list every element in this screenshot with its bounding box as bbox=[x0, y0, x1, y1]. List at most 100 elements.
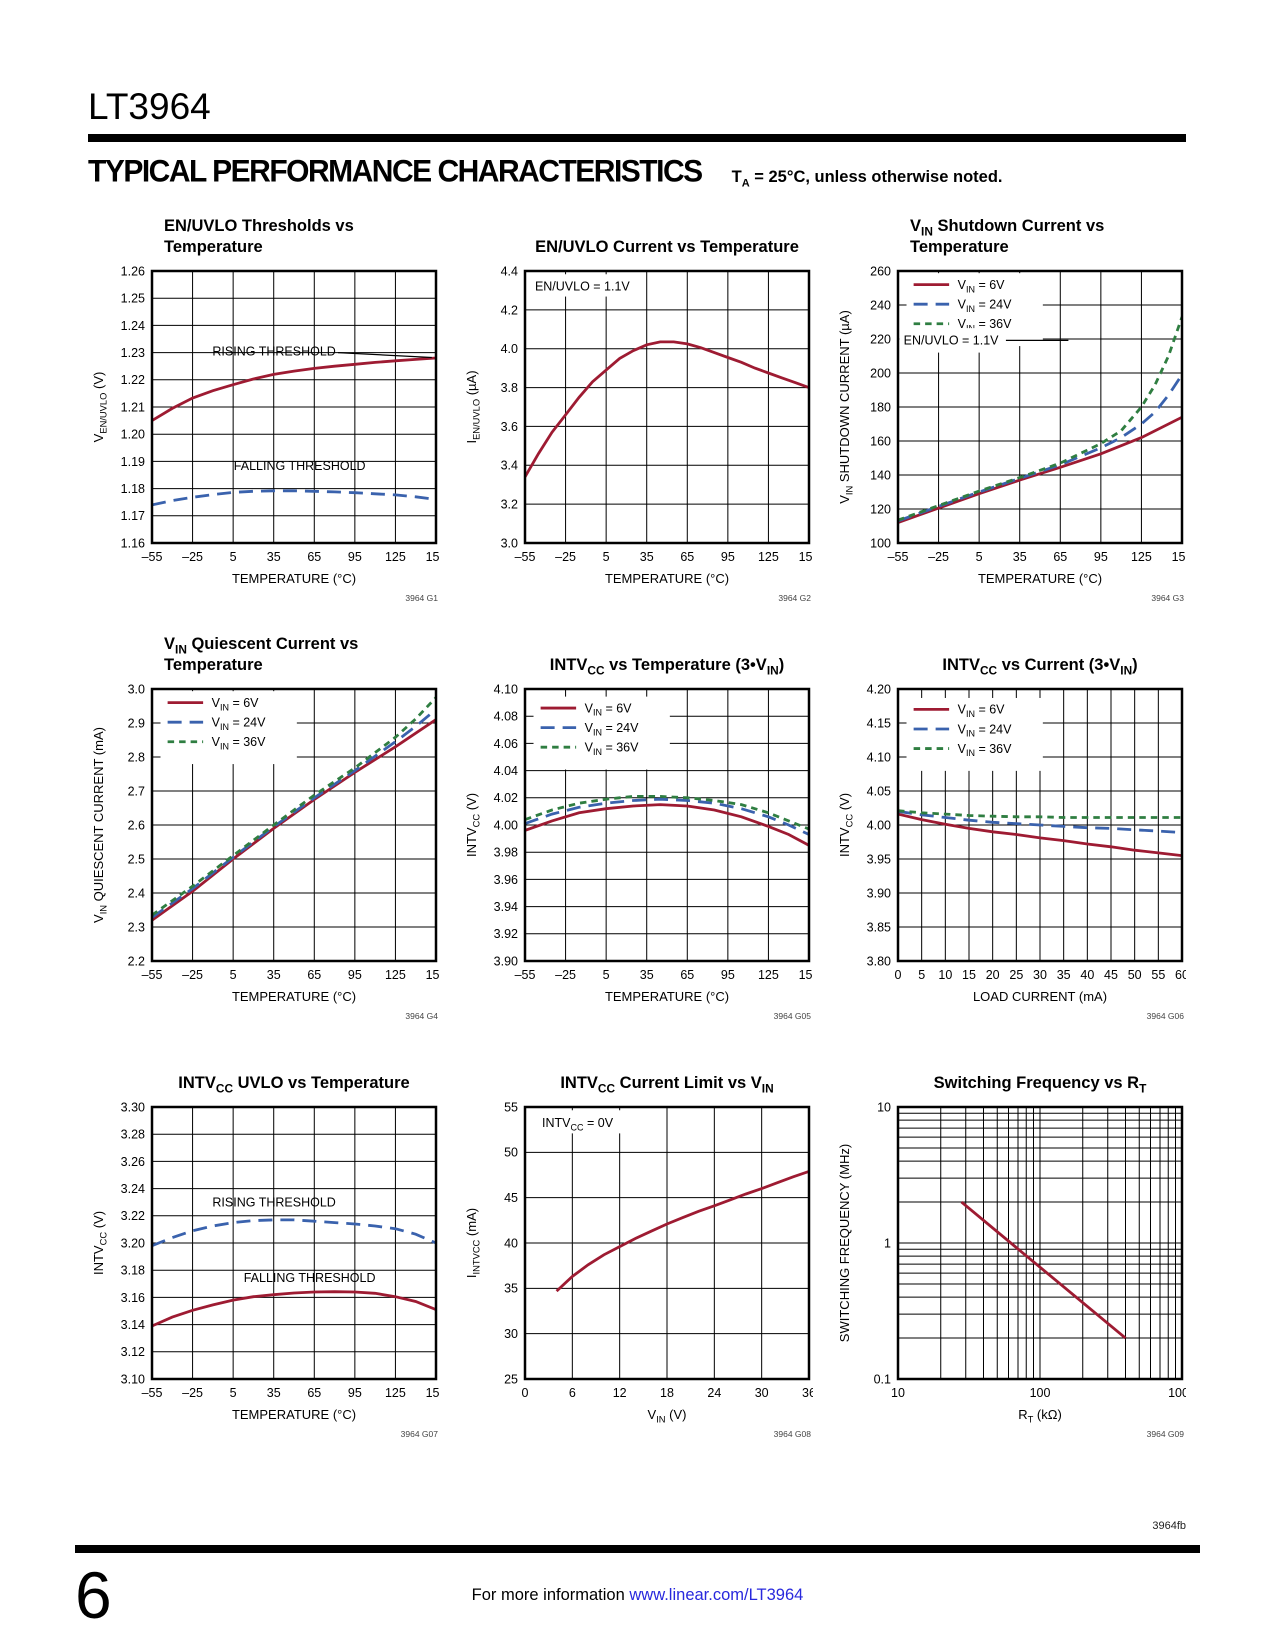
x-tick-label: 155 bbox=[426, 550, 440, 564]
chart-title: EN/UVLO Current vs Temperature bbox=[535, 238, 799, 256]
x-tick-label: 65 bbox=[680, 968, 694, 982]
chart-g07: –55 –25 5 35 65 95 125 155 3.30 3.28 3.26 3.24 3.22 3… bbox=[88, 1051, 446, 1443]
y-tick-label: 3.24 bbox=[121, 1182, 145, 1196]
y-tick-label: 4.08 bbox=[494, 710, 518, 724]
y-tick-label: 3.80 bbox=[867, 955, 891, 969]
y-tick-label: 4.10 bbox=[494, 683, 518, 697]
x-tick-label: 0 bbox=[895, 968, 902, 982]
y-tick-label: 3.2 bbox=[501, 498, 518, 512]
x-tick-label: –25 bbox=[182, 550, 203, 564]
annotation-en-uvlo-1-1v: EN/UVLO = 1.1V bbox=[904, 334, 999, 348]
x-tick-label: 125 bbox=[758, 550, 779, 564]
y-tick-label: 2.4 bbox=[128, 887, 145, 901]
x-tick-label: –25 bbox=[182, 1386, 203, 1400]
series-vin-36v bbox=[525, 795, 809, 831]
x-tick-label: 155 bbox=[426, 968, 440, 982]
x-axis-label: LOAD CURRENT (mA) bbox=[973, 989, 1107, 1004]
y-tick-label: 2.5 bbox=[128, 853, 145, 867]
y-tick-label: 3.14 bbox=[121, 1318, 145, 1332]
y-tick-label: 55 bbox=[504, 1101, 518, 1115]
y-tick-label: 1.18 bbox=[121, 482, 145, 496]
x-tick-label: 95 bbox=[348, 550, 362, 564]
series-vin-6v bbox=[898, 416, 1182, 525]
y-tick-label: 100 bbox=[870, 537, 891, 551]
x-tick-label: 125 bbox=[385, 968, 406, 982]
y-axis-label: INTVCC (V) bbox=[91, 1211, 109, 1275]
y-tick-label: 35 bbox=[504, 1282, 518, 1296]
y-tick-label: 2.9 bbox=[128, 717, 145, 731]
x-tick-label: 60 bbox=[1175, 968, 1186, 982]
chart-title: Temperature bbox=[164, 656, 263, 674]
plot-frame bbox=[150, 1106, 438, 1381]
x-tick-label: 50 bbox=[1128, 968, 1142, 982]
x-tick-label: 5 bbox=[230, 968, 237, 982]
series-rising-threshold bbox=[152, 356, 436, 423]
y-tick-label: 2.6 bbox=[128, 819, 145, 833]
y-tick-label: 4.10 bbox=[867, 751, 891, 765]
series-switching-frequency bbox=[960, 1201, 1127, 1340]
y-tick-label: 1.24 bbox=[121, 319, 145, 333]
y-tick-label: 3.4 bbox=[501, 459, 518, 473]
y-tick-label: 4.06 bbox=[494, 737, 518, 751]
y-tick-label: 45 bbox=[504, 1191, 518, 1205]
annotation-background bbox=[899, 328, 998, 353]
chart-title: Temperature bbox=[910, 238, 1009, 256]
legend-label: VIN = 36V bbox=[958, 742, 1012, 758]
y-tick-label: 3.85 bbox=[867, 921, 891, 935]
y-tick-label: 3.98 bbox=[494, 846, 518, 860]
y-tick-label: 3.20 bbox=[121, 1237, 145, 1251]
x-tick-label: 5 bbox=[230, 550, 237, 564]
legend-label: VIN = 24V bbox=[212, 716, 266, 732]
legend-label: VIN = 24V bbox=[958, 723, 1012, 739]
series-vin-24v bbox=[525, 798, 809, 837]
y-tick-label: 2.2 bbox=[128, 955, 145, 969]
x-tick-label: 155 bbox=[1172, 550, 1186, 564]
chart-canvas-g2: –55 –25 5 35 65 95 125 155 4.4 4.2 4.0 3.8 3.6 3.4 3.2… bbox=[464, 238, 819, 603]
x-tick-label: 20 bbox=[986, 968, 1000, 982]
x-tick-label: 155 bbox=[799, 968, 813, 982]
x-tick-label: 30 bbox=[755, 1386, 769, 1400]
x-tick-label: 0 bbox=[522, 1386, 529, 1400]
plot-frame bbox=[523, 688, 811, 963]
series-falling-threshold bbox=[152, 489, 436, 507]
x-tick-label: –55 bbox=[142, 968, 163, 982]
x-axis-label: TEMPERATURE (°C) bbox=[232, 1407, 356, 1422]
x-tick-label: 5 bbox=[603, 968, 610, 982]
plot-frame bbox=[896, 270, 1184, 545]
x-tick-label: 65 bbox=[307, 1386, 321, 1400]
y-tick-label: 4.4 bbox=[501, 265, 518, 279]
x-tick-label: 155 bbox=[799, 550, 813, 564]
plot-frame bbox=[523, 1106, 811, 1381]
y-tick-label: 50 bbox=[504, 1146, 518, 1160]
series-vin-36v bbox=[898, 316, 1182, 522]
x-tick-label: 155 bbox=[426, 1386, 440, 1400]
x-tick-label: –55 bbox=[888, 550, 909, 564]
x-axis-label: TEMPERATURE (°C) bbox=[605, 571, 729, 586]
chart-title: VIN Shutdown Current vs bbox=[910, 217, 1104, 238]
series-vin-24v bbox=[152, 708, 436, 919]
footer-rule bbox=[75, 1545, 1200, 1553]
y-tick-label: 3.28 bbox=[121, 1128, 145, 1142]
chart-g1: –55 –25 5 35 65 95 125 155 1.26 1.25 1.24 1.23 1.22 1… bbox=[88, 215, 446, 607]
plot-frame bbox=[150, 688, 438, 963]
legend-label: VIN = 6V bbox=[958, 278, 1006, 294]
chart-canvas-g1: –55 –25 5 35 65 95 125 155 1.26 1.25 1.24 1.23 1.22 1… bbox=[91, 217, 446, 603]
y-tick-label: 1.19 bbox=[121, 455, 145, 469]
chart-canvas-g07: –55 –25 5 35 65 95 125 155 3.30 3.28 3.26 3.24 3.22 3… bbox=[91, 1074, 446, 1439]
chart-code: 3964 G4 bbox=[405, 1011, 438, 1021]
x-tick-label: 95 bbox=[1094, 550, 1108, 564]
section-row: TYPICAL PERFORMANCE CHARACTERISTICS TA =… bbox=[88, 154, 1187, 189]
footer-link[interactable]: www.linear.com/LT3964 bbox=[629, 1586, 804, 1604]
chart-code: 3964 G05 bbox=[774, 1011, 812, 1021]
chart-g4: –55 –25 5 35 65 95 125 155 3.0 2.9 2.8 2.7 2.6 2.5 2.4… bbox=[88, 633, 446, 1025]
annotation-background bbox=[533, 1110, 642, 1134]
x-tick-label: 15 bbox=[962, 968, 976, 982]
doc-code: 3964fb bbox=[1152, 1520, 1186, 1532]
x-axis-label: TEMPERATURE (°C) bbox=[232, 989, 356, 1004]
annotation-background bbox=[528, 274, 643, 297]
part-number: LT3964 bbox=[88, 86, 211, 127]
annotation-falling-threshold: FALLING THRESHOLD bbox=[244, 1271, 376, 1285]
x-axis-label: VIN (V) bbox=[648, 1407, 687, 1425]
